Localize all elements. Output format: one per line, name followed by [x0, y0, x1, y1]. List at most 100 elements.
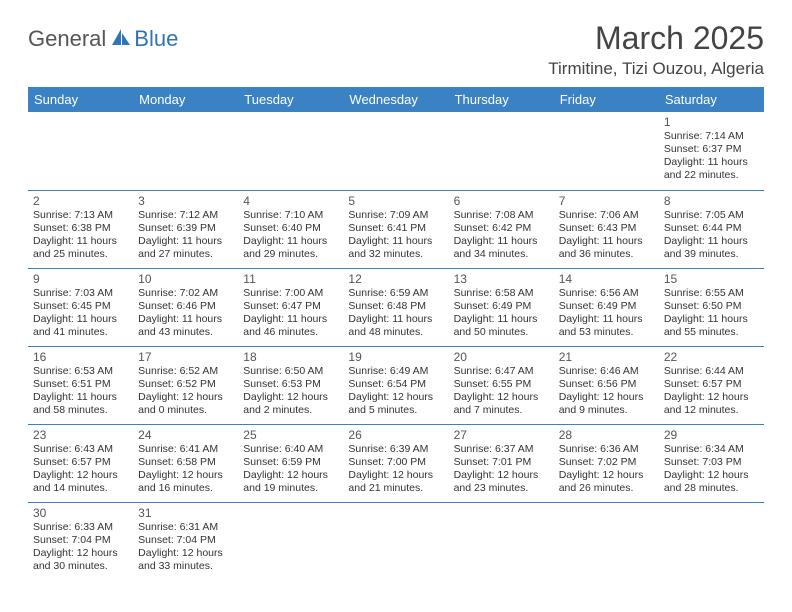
day-info: Sunrise: 6:43 AMSunset: 6:57 PMDaylight:… [33, 443, 128, 496]
day-info: Sunrise: 6:33 AMSunset: 7:04 PMDaylight:… [33, 521, 128, 574]
day-number: 29 [664, 428, 759, 442]
logo: General Blue [28, 26, 178, 52]
empty-cell [659, 502, 764, 580]
weekday-header: Tuesday [238, 87, 343, 112]
calendar-day-cell: 21Sunrise: 6:46 AMSunset: 6:56 PMDayligh… [554, 346, 659, 424]
day-info: Sunrise: 7:09 AMSunset: 6:41 PMDaylight:… [348, 209, 443, 262]
day-number: 5 [348, 194, 443, 208]
day-number: 4 [243, 194, 338, 208]
weekday-header: Monday [133, 87, 238, 112]
day-info: Sunrise: 6:49 AMSunset: 6:54 PMDaylight:… [348, 365, 443, 418]
empty-cell [449, 112, 554, 190]
title-block: March 2025 Tirmitine, Tizi Ouzou, Algeri… [548, 20, 764, 79]
day-info: Sunrise: 6:41 AMSunset: 6:58 PMDaylight:… [138, 443, 233, 496]
calendar-week-row: 23Sunrise: 6:43 AMSunset: 6:57 PMDayligh… [28, 424, 764, 502]
calendar-day-cell: 8Sunrise: 7:05 AMSunset: 6:44 PMDaylight… [659, 190, 764, 268]
day-number: 11 [243, 272, 338, 286]
location: Tirmitine, Tizi Ouzou, Algeria [548, 59, 764, 79]
calendar-day-cell: 27Sunrise: 6:37 AMSunset: 7:01 PMDayligh… [449, 424, 554, 502]
day-info: Sunrise: 7:03 AMSunset: 6:45 PMDaylight:… [33, 287, 128, 340]
calendar-day-cell: 16Sunrise: 6:53 AMSunset: 6:51 PMDayligh… [28, 346, 133, 424]
day-info: Sunrise: 6:34 AMSunset: 7:03 PMDaylight:… [664, 443, 759, 496]
empty-cell [133, 112, 238, 190]
calendar-day-cell: 6Sunrise: 7:08 AMSunset: 6:42 PMDaylight… [449, 190, 554, 268]
calendar-day-cell: 3Sunrise: 7:12 AMSunset: 6:39 PMDaylight… [133, 190, 238, 268]
day-info: Sunrise: 6:39 AMSunset: 7:00 PMDaylight:… [348, 443, 443, 496]
calendar-day-cell: 19Sunrise: 6:49 AMSunset: 6:54 PMDayligh… [343, 346, 448, 424]
calendar-day-cell: 30Sunrise: 6:33 AMSunset: 7:04 PMDayligh… [28, 502, 133, 580]
calendar-day-cell: 20Sunrise: 6:47 AMSunset: 6:55 PMDayligh… [449, 346, 554, 424]
day-info: Sunrise: 6:50 AMSunset: 6:53 PMDaylight:… [243, 365, 338, 418]
day-info: Sunrise: 6:37 AMSunset: 7:01 PMDaylight:… [454, 443, 549, 496]
calendar-day-cell: 13Sunrise: 6:58 AMSunset: 6:49 PMDayligh… [449, 268, 554, 346]
calendar-day-cell: 29Sunrise: 6:34 AMSunset: 7:03 PMDayligh… [659, 424, 764, 502]
calendar-day-cell: 28Sunrise: 6:36 AMSunset: 7:02 PMDayligh… [554, 424, 659, 502]
day-number: 2 [33, 194, 128, 208]
day-info: Sunrise: 6:46 AMSunset: 6:56 PMDaylight:… [559, 365, 654, 418]
day-info: Sunrise: 6:53 AMSunset: 6:51 PMDaylight:… [33, 365, 128, 418]
day-number: 6 [454, 194, 549, 208]
calendar-day-cell: 14Sunrise: 6:56 AMSunset: 6:49 PMDayligh… [554, 268, 659, 346]
calendar-day-cell: 4Sunrise: 7:10 AMSunset: 6:40 PMDaylight… [238, 190, 343, 268]
day-info: Sunrise: 6:36 AMSunset: 7:02 PMDaylight:… [559, 443, 654, 496]
weekday-header: Saturday [659, 87, 764, 112]
day-number: 24 [138, 428, 233, 442]
day-info: Sunrise: 6:56 AMSunset: 6:49 PMDaylight:… [559, 287, 654, 340]
empty-cell [554, 502, 659, 580]
empty-cell [554, 112, 659, 190]
day-number: 18 [243, 350, 338, 364]
logo-text-general: General [28, 26, 106, 52]
day-info: Sunrise: 7:00 AMSunset: 6:47 PMDaylight:… [243, 287, 338, 340]
calendar-day-cell: 12Sunrise: 6:59 AMSunset: 6:48 PMDayligh… [343, 268, 448, 346]
day-number: 23 [33, 428, 128, 442]
empty-cell [343, 112, 448, 190]
day-number: 3 [138, 194, 233, 208]
empty-cell [449, 502, 554, 580]
calendar-day-cell: 23Sunrise: 6:43 AMSunset: 6:57 PMDayligh… [28, 424, 133, 502]
day-info: Sunrise: 7:08 AMSunset: 6:42 PMDaylight:… [454, 209, 549, 262]
day-number: 26 [348, 428, 443, 442]
day-number: 30 [33, 506, 128, 520]
calendar-day-cell: 17Sunrise: 6:52 AMSunset: 6:52 PMDayligh… [133, 346, 238, 424]
day-number: 13 [454, 272, 549, 286]
day-info: Sunrise: 7:06 AMSunset: 6:43 PMDaylight:… [559, 209, 654, 262]
day-info: Sunrise: 6:31 AMSunset: 7:04 PMDaylight:… [138, 521, 233, 574]
day-number: 12 [348, 272, 443, 286]
day-number: 21 [559, 350, 654, 364]
calendar-day-cell: 18Sunrise: 6:50 AMSunset: 6:53 PMDayligh… [238, 346, 343, 424]
day-number: 27 [454, 428, 549, 442]
day-info: Sunrise: 7:02 AMSunset: 6:46 PMDaylight:… [138, 287, 233, 340]
day-info: Sunrise: 7:12 AMSunset: 6:39 PMDaylight:… [138, 209, 233, 262]
calendar-day-cell: 1Sunrise: 7:14 AMSunset: 6:37 PMDaylight… [659, 112, 764, 190]
day-number: 19 [348, 350, 443, 364]
day-number: 22 [664, 350, 759, 364]
calendar-day-cell: 26Sunrise: 6:39 AMSunset: 7:00 PMDayligh… [343, 424, 448, 502]
day-info: Sunrise: 6:52 AMSunset: 6:52 PMDaylight:… [138, 365, 233, 418]
day-number: 28 [559, 428, 654, 442]
calendar-week-row: 30Sunrise: 6:33 AMSunset: 7:04 PMDayligh… [28, 502, 764, 580]
sail-icon [110, 27, 132, 52]
day-number: 25 [243, 428, 338, 442]
calendar-week-row: 2Sunrise: 7:13 AMSunset: 6:38 PMDaylight… [28, 190, 764, 268]
day-info: Sunrise: 6:44 AMSunset: 6:57 PMDaylight:… [664, 365, 759, 418]
calendar-week-row: 9Sunrise: 7:03 AMSunset: 6:45 PMDaylight… [28, 268, 764, 346]
empty-cell [238, 112, 343, 190]
day-info: Sunrise: 6:55 AMSunset: 6:50 PMDaylight:… [664, 287, 759, 340]
day-number: 10 [138, 272, 233, 286]
day-number: 15 [664, 272, 759, 286]
calendar-day-cell: 5Sunrise: 7:09 AMSunset: 6:41 PMDaylight… [343, 190, 448, 268]
month-title: March 2025 [548, 20, 764, 57]
day-info: Sunrise: 6:59 AMSunset: 6:48 PMDaylight:… [348, 287, 443, 340]
day-info: Sunrise: 6:47 AMSunset: 6:55 PMDaylight:… [454, 365, 549, 418]
calendar-day-cell: 31Sunrise: 6:31 AMSunset: 7:04 PMDayligh… [133, 502, 238, 580]
day-number: 16 [33, 350, 128, 364]
empty-cell [238, 502, 343, 580]
day-info: Sunrise: 7:05 AMSunset: 6:44 PMDaylight:… [664, 209, 759, 262]
day-number: 8 [664, 194, 759, 208]
calendar-day-cell: 15Sunrise: 6:55 AMSunset: 6:50 PMDayligh… [659, 268, 764, 346]
day-number: 17 [138, 350, 233, 364]
calendar-day-cell: 25Sunrise: 6:40 AMSunset: 6:59 PMDayligh… [238, 424, 343, 502]
day-info: Sunrise: 6:40 AMSunset: 6:59 PMDaylight:… [243, 443, 338, 496]
day-number: 1 [664, 115, 759, 129]
logo-text-blue: Blue [134, 26, 178, 52]
